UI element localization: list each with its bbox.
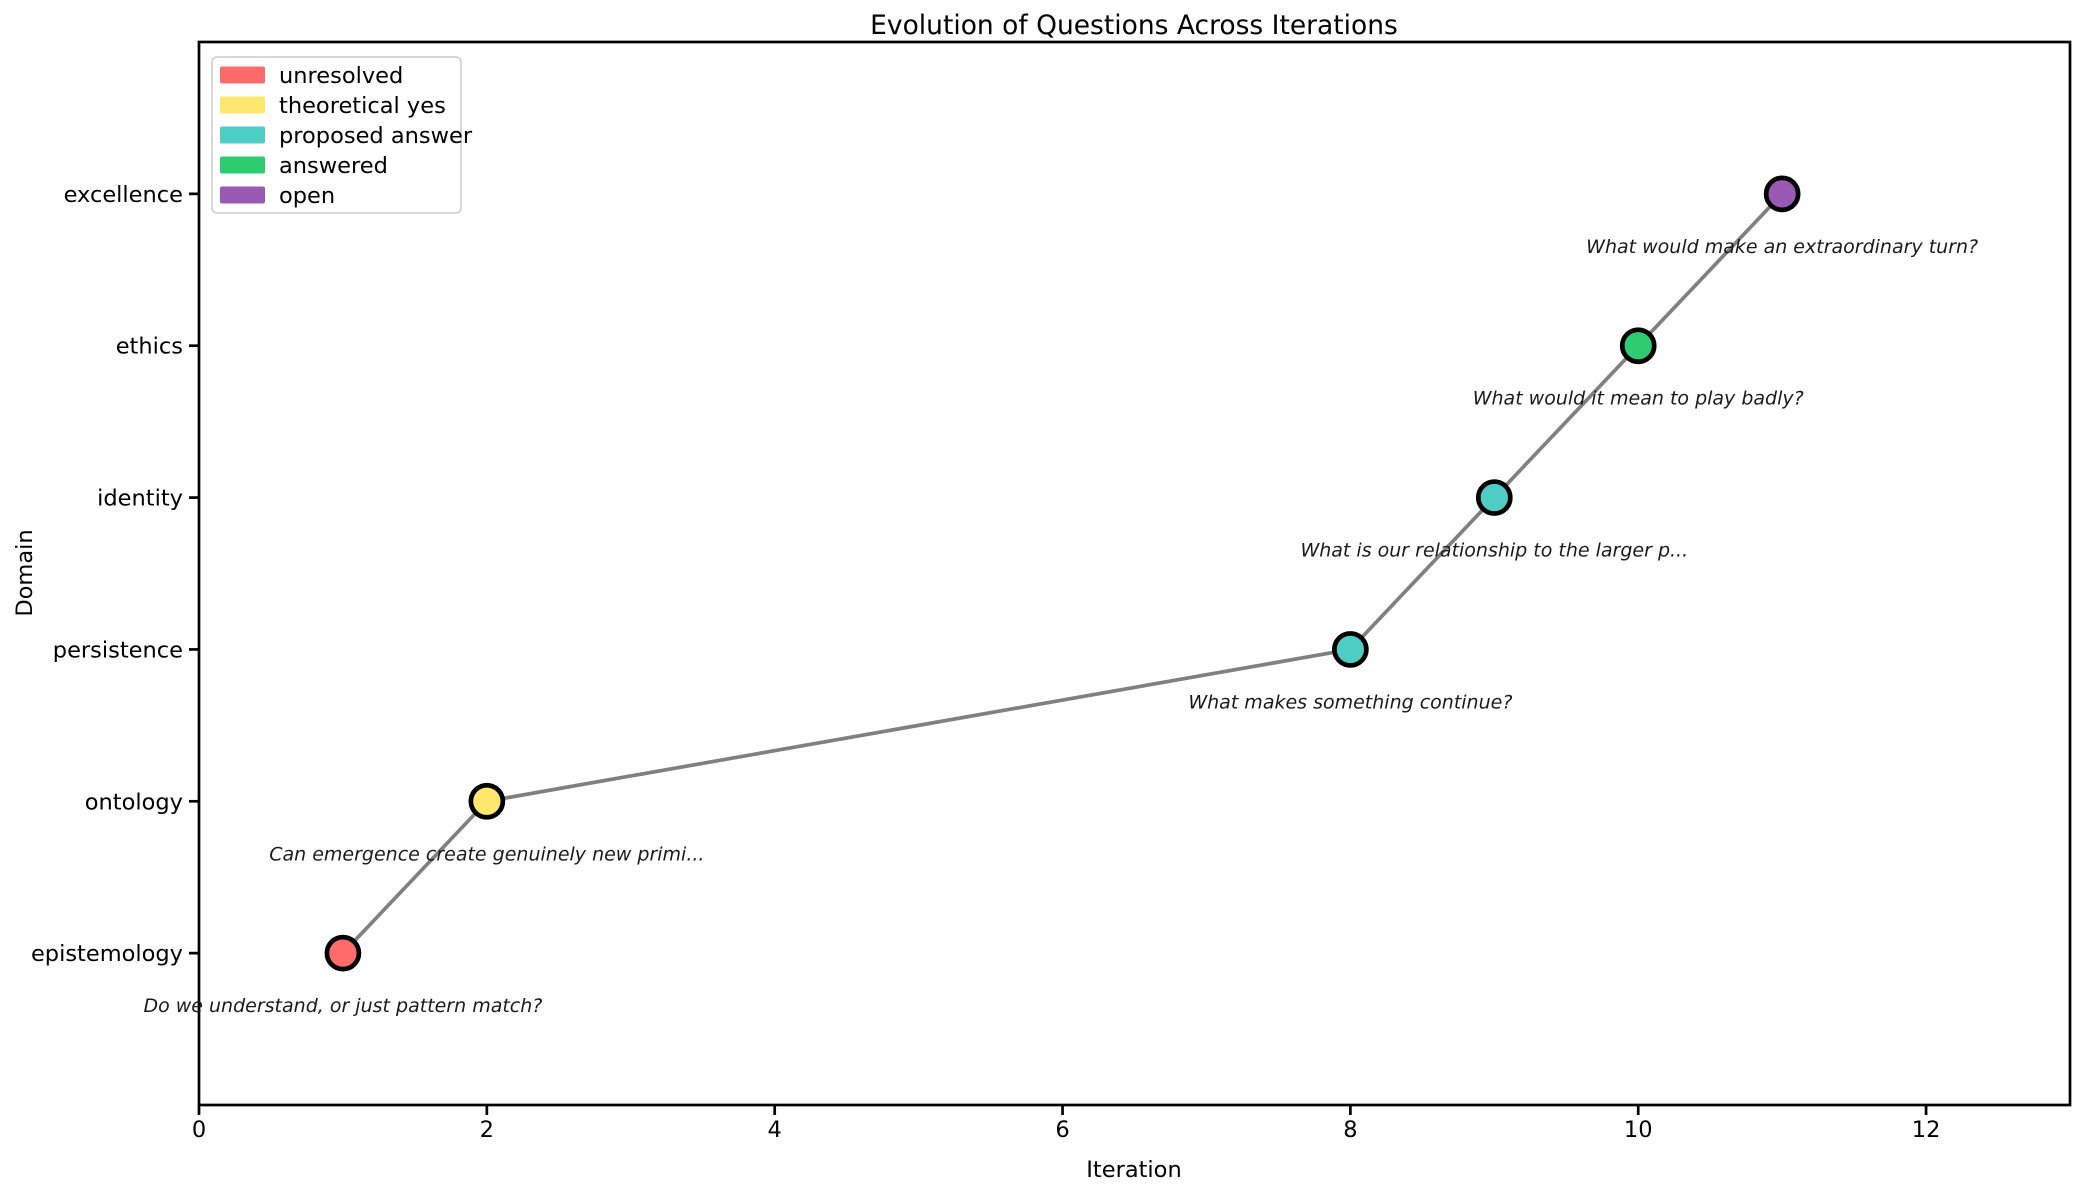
legend-label: unresolved	[279, 63, 403, 89]
legend-box	[211, 56, 462, 214]
legend-swatch	[220, 156, 265, 174]
data-points-group	[324, 175, 1801, 972]
legend-label: proposed answer	[279, 123, 473, 149]
annotation-text: Do we understand, or just pattern match?	[143, 995, 542, 1017]
y-tick-label: persistence	[53, 637, 183, 663]
y-tick-label: ontology	[85, 789, 183, 815]
legend-swatch	[220, 186, 265, 204]
x-tick-label: 8	[1343, 1117, 1357, 1143]
trend-line-group	[341, 192, 1785, 955]
legend-swatch	[220, 66, 265, 84]
y-tick-label: ethics	[116, 334, 183, 360]
x-tick-label: 0	[192, 1117, 206, 1143]
data-point-marker[interactable]	[1332, 631, 1369, 668]
annotation-text: What is our relationship to the larger p…	[1300, 540, 1688, 562]
annotation-text: What would make an extraordinary turn?	[1586, 236, 1978, 258]
y-tick-label: excellence	[64, 182, 183, 208]
x-tick-label: 12	[1912, 1117, 1941, 1143]
data-point-marker[interactable]	[468, 782, 506, 820]
x-axis-label: Iteration	[1086, 1157, 1181, 1183]
legend-label: theoretical yes	[279, 93, 446, 119]
data-point-marker[interactable]	[1763, 175, 1801, 213]
annotation-text: What makes something continue?	[1188, 691, 1512, 713]
x-tick-label: 2	[480, 1117, 494, 1143]
annotation-text: Can emergence create genuinely new primi…	[269, 843, 704, 865]
y-axis-ticks: epistemology ontology persistence identity e…	[31, 182, 199, 967]
annotations-group: Do we understand, or just pattern match?…	[143, 236, 1978, 1017]
x-tick-label: 10	[1624, 1117, 1653, 1143]
x-axis-ticks: 0 2 4 6 8 10 12	[192, 1105, 1941, 1143]
x-tick-label: 6	[1055, 1117, 1069, 1143]
legend-label: answered	[279, 153, 388, 179]
legend-label: open	[279, 183, 335, 209]
x-tick-label: 4	[768, 1117, 782, 1143]
y-tick-label: epistemology	[31, 941, 183, 967]
y-tick-label: identity	[97, 486, 183, 512]
chart-title: Evolution of Questions Across Iterations	[870, 10, 1398, 41]
legend: unresolved theoretical yes proposed answer…	[211, 56, 473, 214]
legend-swatch	[220, 126, 265, 144]
annotation-text: What would it mean to play badly?	[1473, 388, 1804, 410]
legend-swatch	[220, 96, 265, 114]
data-point-marker[interactable]	[324, 934, 362, 972]
data-point-marker[interactable]	[1475, 479, 1513, 516]
data-point-marker[interactable]	[1619, 327, 1657, 365]
y-axis-label: Domain	[12, 529, 38, 616]
trend-line	[341, 192, 1785, 955]
